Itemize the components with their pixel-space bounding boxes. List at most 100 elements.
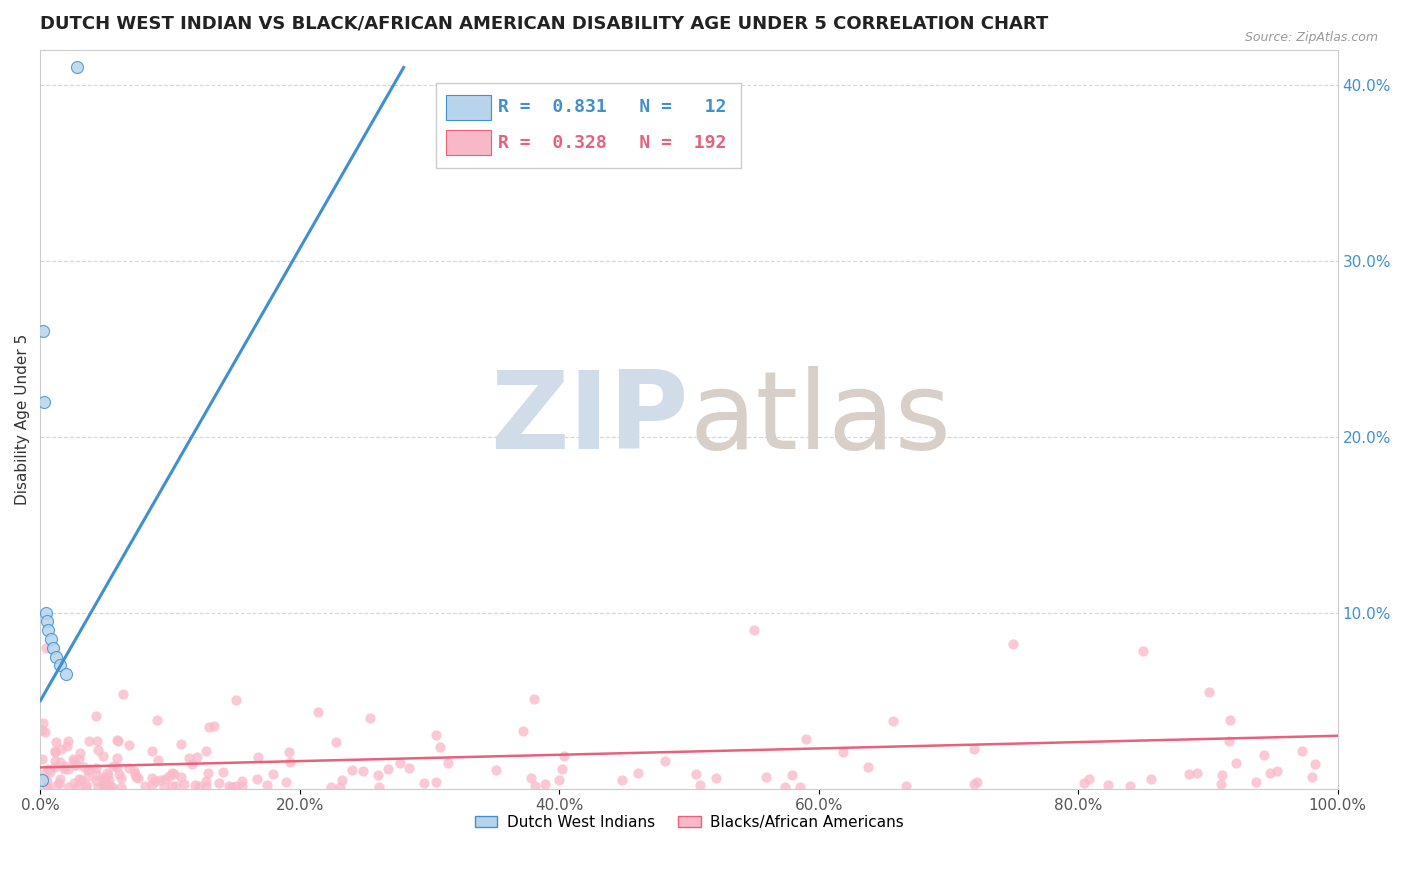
Point <box>67 772 90 786</box>
Point <box>553 749 575 764</box>
Point <box>1303 757 1326 772</box>
FancyBboxPatch shape <box>447 130 491 155</box>
Point <box>110 772 132 786</box>
Point <box>124 766 146 780</box>
Point <box>1218 734 1240 748</box>
Point <box>37 763 59 777</box>
Point <box>882 714 904 728</box>
Point <box>221 780 243 794</box>
Point <box>194 780 217 794</box>
Point <box>34 606 56 620</box>
Point <box>1258 766 1281 780</box>
Point <box>377 762 399 776</box>
Point <box>262 767 284 781</box>
Point <box>359 711 381 725</box>
Point <box>425 774 447 789</box>
Point <box>32 324 55 338</box>
Point <box>96 779 118 793</box>
Text: R =  0.328   N =  192: R = 0.328 N = 192 <box>498 134 727 152</box>
Point <box>654 754 676 768</box>
Point <box>86 768 108 782</box>
Point <box>62 752 84 766</box>
Point <box>44 743 66 757</box>
Text: Source: ZipAtlas.com: Source: ZipAtlas.com <box>1244 31 1378 45</box>
Point <box>32 715 55 730</box>
Point <box>610 772 633 787</box>
Point <box>44 754 66 768</box>
Point <box>437 756 460 771</box>
Point <box>34 394 56 409</box>
Point <box>117 761 139 775</box>
Point <box>97 768 120 782</box>
Point <box>118 738 141 752</box>
Point <box>105 733 128 747</box>
Point <box>429 739 451 754</box>
Point <box>1097 778 1119 792</box>
Point <box>53 759 76 773</box>
Point <box>246 772 269 787</box>
Point <box>48 755 70 769</box>
Point <box>832 745 855 759</box>
Point <box>48 772 70 786</box>
Point <box>84 773 107 788</box>
Point <box>627 766 650 780</box>
Text: ZIP: ZIP <box>491 367 689 472</box>
Point <box>94 780 117 794</box>
Point <box>124 770 146 784</box>
Point <box>105 759 128 773</box>
Point <box>231 779 253 793</box>
Point <box>352 764 374 779</box>
Point <box>963 741 986 756</box>
Point <box>170 738 193 752</box>
Point <box>100 780 122 794</box>
Point <box>58 734 80 748</box>
Point <box>93 774 115 789</box>
Point <box>143 773 166 788</box>
Point <box>325 734 347 748</box>
Point <box>162 766 184 780</box>
Point <box>1301 770 1323 784</box>
Point <box>425 727 447 741</box>
Point <box>39 632 62 646</box>
Point <box>76 769 98 783</box>
Point <box>111 687 134 701</box>
Point <box>547 772 569 787</box>
Point <box>1219 713 1241 727</box>
Point <box>319 780 342 794</box>
Point <box>141 744 163 758</box>
Point <box>278 746 301 760</box>
Point <box>45 735 67 749</box>
Point <box>34 725 56 739</box>
Point <box>307 705 329 719</box>
Point <box>512 723 534 738</box>
Point <box>963 777 986 791</box>
Point <box>73 760 96 774</box>
FancyBboxPatch shape <box>436 83 741 168</box>
Point <box>84 761 107 775</box>
Point <box>1211 777 1233 791</box>
Point <box>66 61 89 75</box>
Point <box>37 780 59 794</box>
Point <box>65 758 87 772</box>
Point <box>94 775 117 789</box>
Point <box>141 771 163 785</box>
Point <box>141 778 163 792</box>
Point <box>153 772 176 786</box>
Point <box>37 774 59 789</box>
Point <box>169 770 191 784</box>
Point <box>773 780 796 794</box>
Point <box>550 762 572 776</box>
Point <box>160 779 183 793</box>
Point <box>67 752 90 766</box>
Point <box>31 723 53 737</box>
Point <box>44 760 66 774</box>
Point <box>1002 637 1025 651</box>
Point <box>1073 776 1095 790</box>
Point <box>45 778 67 792</box>
Y-axis label: Disability Age Under 5: Disability Age Under 5 <box>15 334 30 505</box>
Point <box>177 751 200 765</box>
Point <box>1178 766 1201 780</box>
Point <box>44 745 66 759</box>
Point <box>75 780 97 794</box>
Point <box>35 615 58 629</box>
